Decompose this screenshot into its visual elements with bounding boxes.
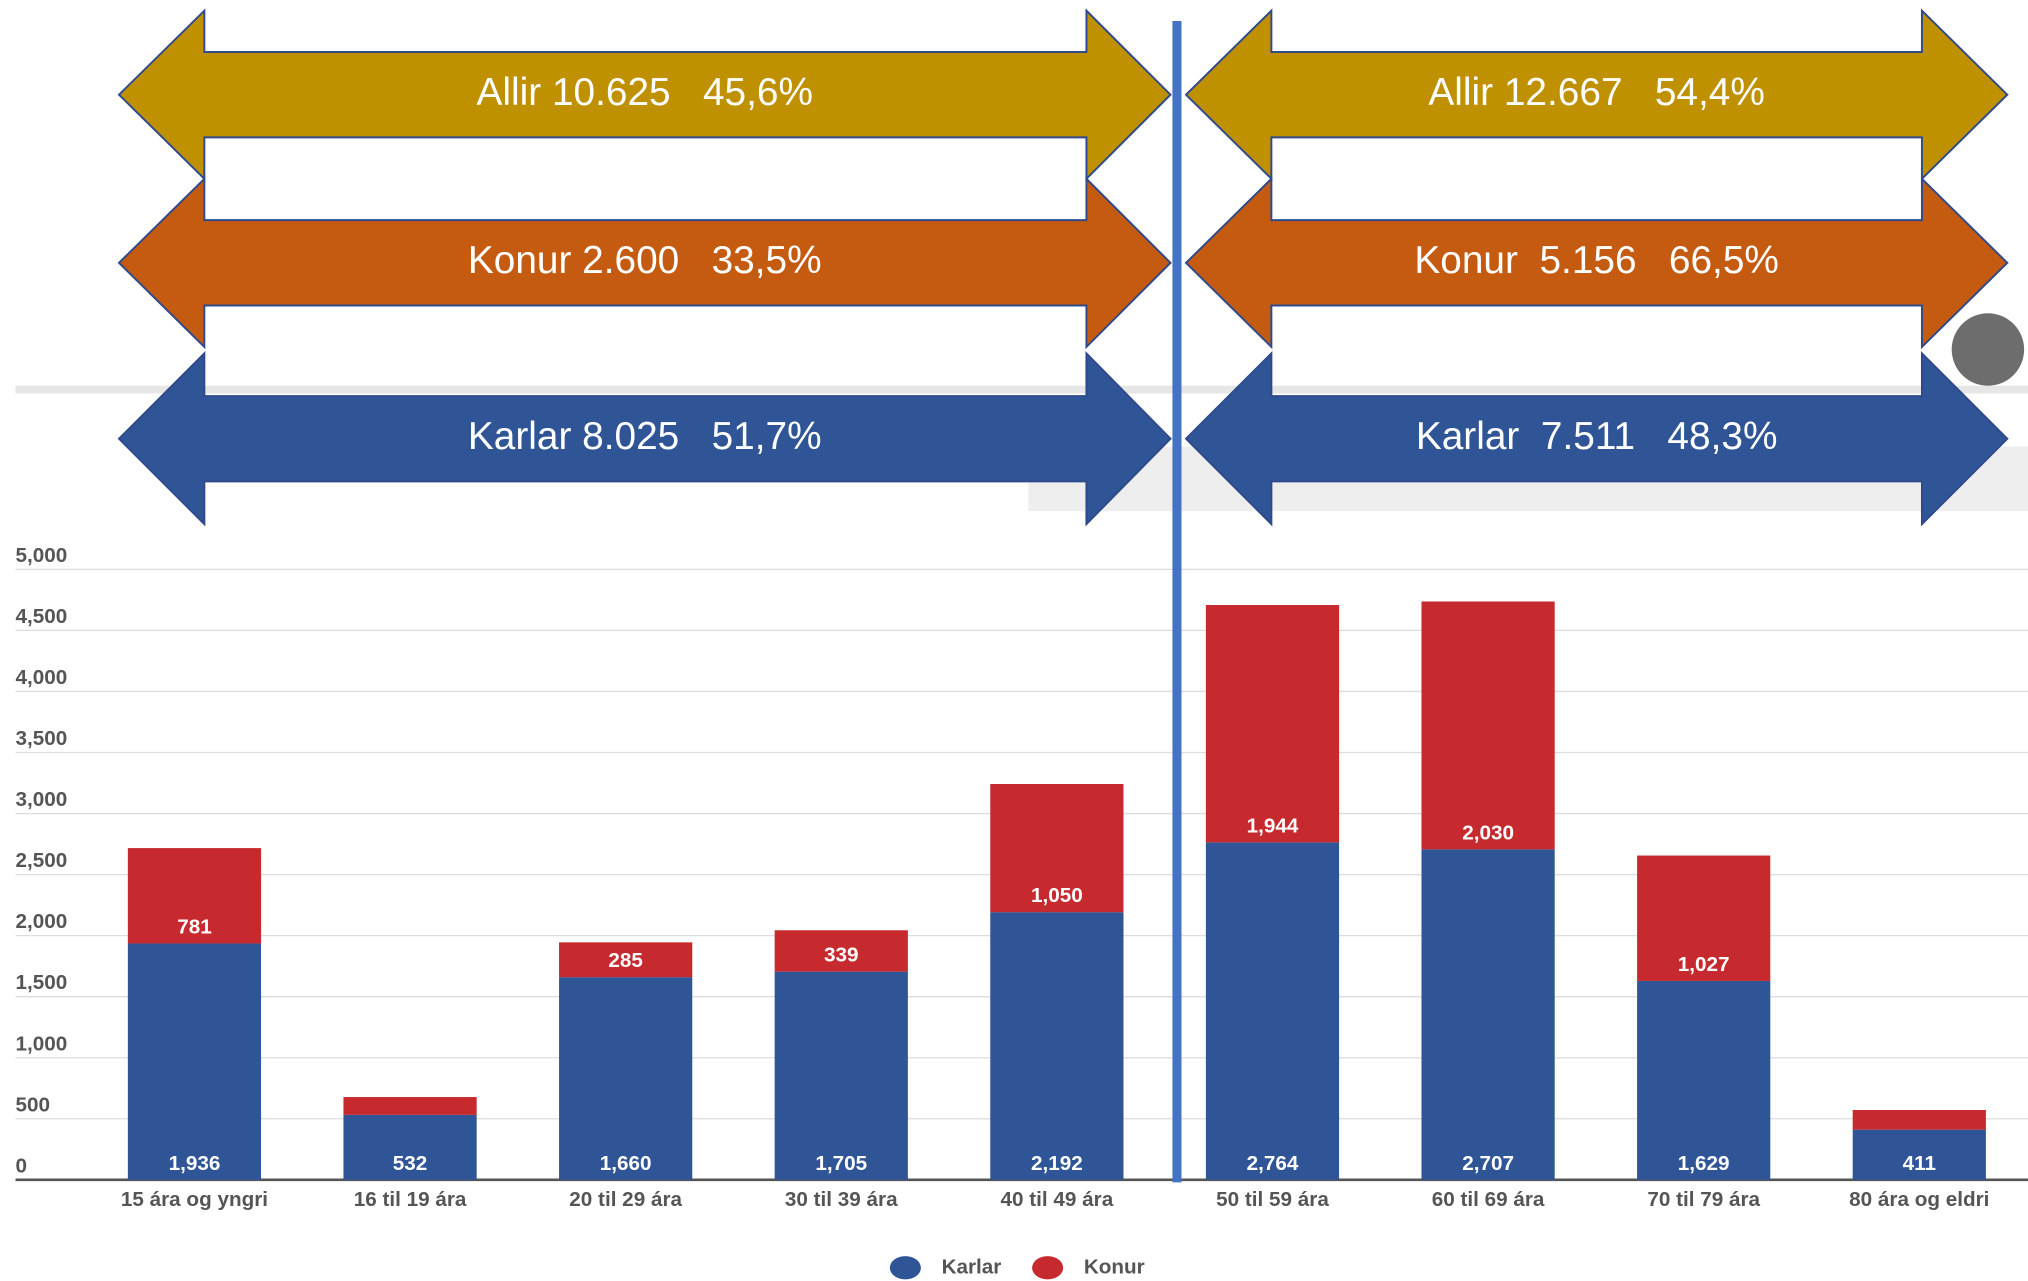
bar-segment	[1205, 605, 1340, 843]
y-tick-label: 3,000	[16, 788, 68, 811]
data-label: 532	[393, 1152, 428, 1175]
arrow-label: Allir 12.667 54,4%	[1428, 71, 1764, 114]
bar-segment	[343, 1114, 477, 1180]
bar-segment	[774, 930, 908, 972]
y-tick-label: 500	[16, 1093, 51, 1116]
bar-segment	[1852, 1129, 1986, 1180]
data-label: 1,027	[1678, 953, 1730, 976]
arrow-label: Allir 10.625 45,6%	[477, 71, 813, 114]
data-label: 2,707	[1462, 1152, 1514, 1175]
bar-segment	[990, 784, 1124, 913]
bar-segment	[559, 942, 693, 978]
y-tick-label: 1,000	[16, 1032, 68, 1055]
data-label: 1,660	[600, 1152, 652, 1175]
data-label: 2,192	[1031, 1152, 1083, 1175]
arrow-label: Karlar 7.511 48,3%	[1416, 415, 1778, 458]
x-tick-label: 16 til 19 ára	[354, 1188, 467, 1211]
bar-segment	[1852, 1109, 1986, 1130]
data-label: 1,050	[1031, 884, 1083, 907]
bar-segment	[559, 977, 693, 1180]
data-label: 1,944	[1247, 814, 1299, 837]
x-tick-label: 80 ára og eldri	[1849, 1188, 1989, 1211]
arrow	[117, 8, 1172, 182]
arrow	[1184, 351, 2009, 527]
y-tick-label: 2,500	[16, 849, 68, 872]
data-label: 339	[824, 944, 859, 967]
x-tick-label: 50 til 59 ára	[1216, 1188, 1329, 1211]
x-tick-label: 15 ára og yngri	[121, 1188, 268, 1211]
x-tick-label: 60 til 69 ára	[1432, 1188, 1545, 1211]
arrow	[117, 176, 1172, 350]
tab-bar	[15, 385, 2028, 394]
arrow	[1184, 8, 2009, 182]
bar-segment	[127, 943, 262, 1180]
bar-segment	[343, 1097, 477, 1115]
arrow	[117, 351, 1172, 527]
data-label: 1,629	[1678, 1152, 1730, 1175]
y-tick-label: 4,000	[16, 666, 68, 689]
y-tick-label: 3,500	[16, 727, 68, 750]
y-tick-label: 4,500	[16, 605, 68, 628]
bar-segment	[1637, 980, 1771, 1180]
y-tick-label: 2,000	[16, 910, 68, 933]
x-tick-label: 30 til 39 ára	[785, 1188, 898, 1211]
data-label: 2,030	[1462, 821, 1514, 844]
y-tick-label: 5,000	[16, 544, 68, 567]
arrow-label: Karlar 8.025 51,7%	[468, 415, 822, 458]
legend-label: Konur	[1084, 1255, 1145, 1278]
legend-marker	[1032, 1256, 1064, 1280]
data-label: 411	[1903, 1152, 1936, 1175]
x-tick-label: 20 til 29 ára	[569, 1188, 682, 1211]
y-tick-label: 0	[16, 1154, 28, 1177]
bar-segment	[990, 912, 1124, 1180]
y-tick-label: 1,500	[16, 971, 68, 994]
bar-segment	[1421, 849, 1555, 1180]
arrow-label: Konur 5.156 66,5%	[1414, 239, 1779, 282]
data-label: 781	[177, 915, 212, 938]
data-label: 1,936	[169, 1152, 221, 1175]
bar-segment	[1637, 855, 1771, 981]
bar-segment	[1421, 601, 1555, 850]
bar-segment	[127, 848, 262, 944]
bar-segment	[1205, 842, 1340, 1180]
bar-segment	[774, 971, 908, 1180]
data-label: 2,764	[1247, 1152, 1299, 1175]
data-label: 285	[608, 949, 643, 972]
data-label: 1,705	[815, 1152, 867, 1175]
x-tick-label: 40 til 49 ára	[1001, 1188, 1114, 1211]
x-tick-label: 70 til 79 ára	[1647, 1188, 1760, 1211]
arrow	[1184, 176, 2009, 350]
arrow-label: Konur 2.600 33,5%	[468, 239, 822, 282]
icon-button[interactable]	[1951, 313, 2025, 386]
legend-label: Karlar	[942, 1255, 1002, 1278]
legend-marker	[889, 1256, 921, 1280]
